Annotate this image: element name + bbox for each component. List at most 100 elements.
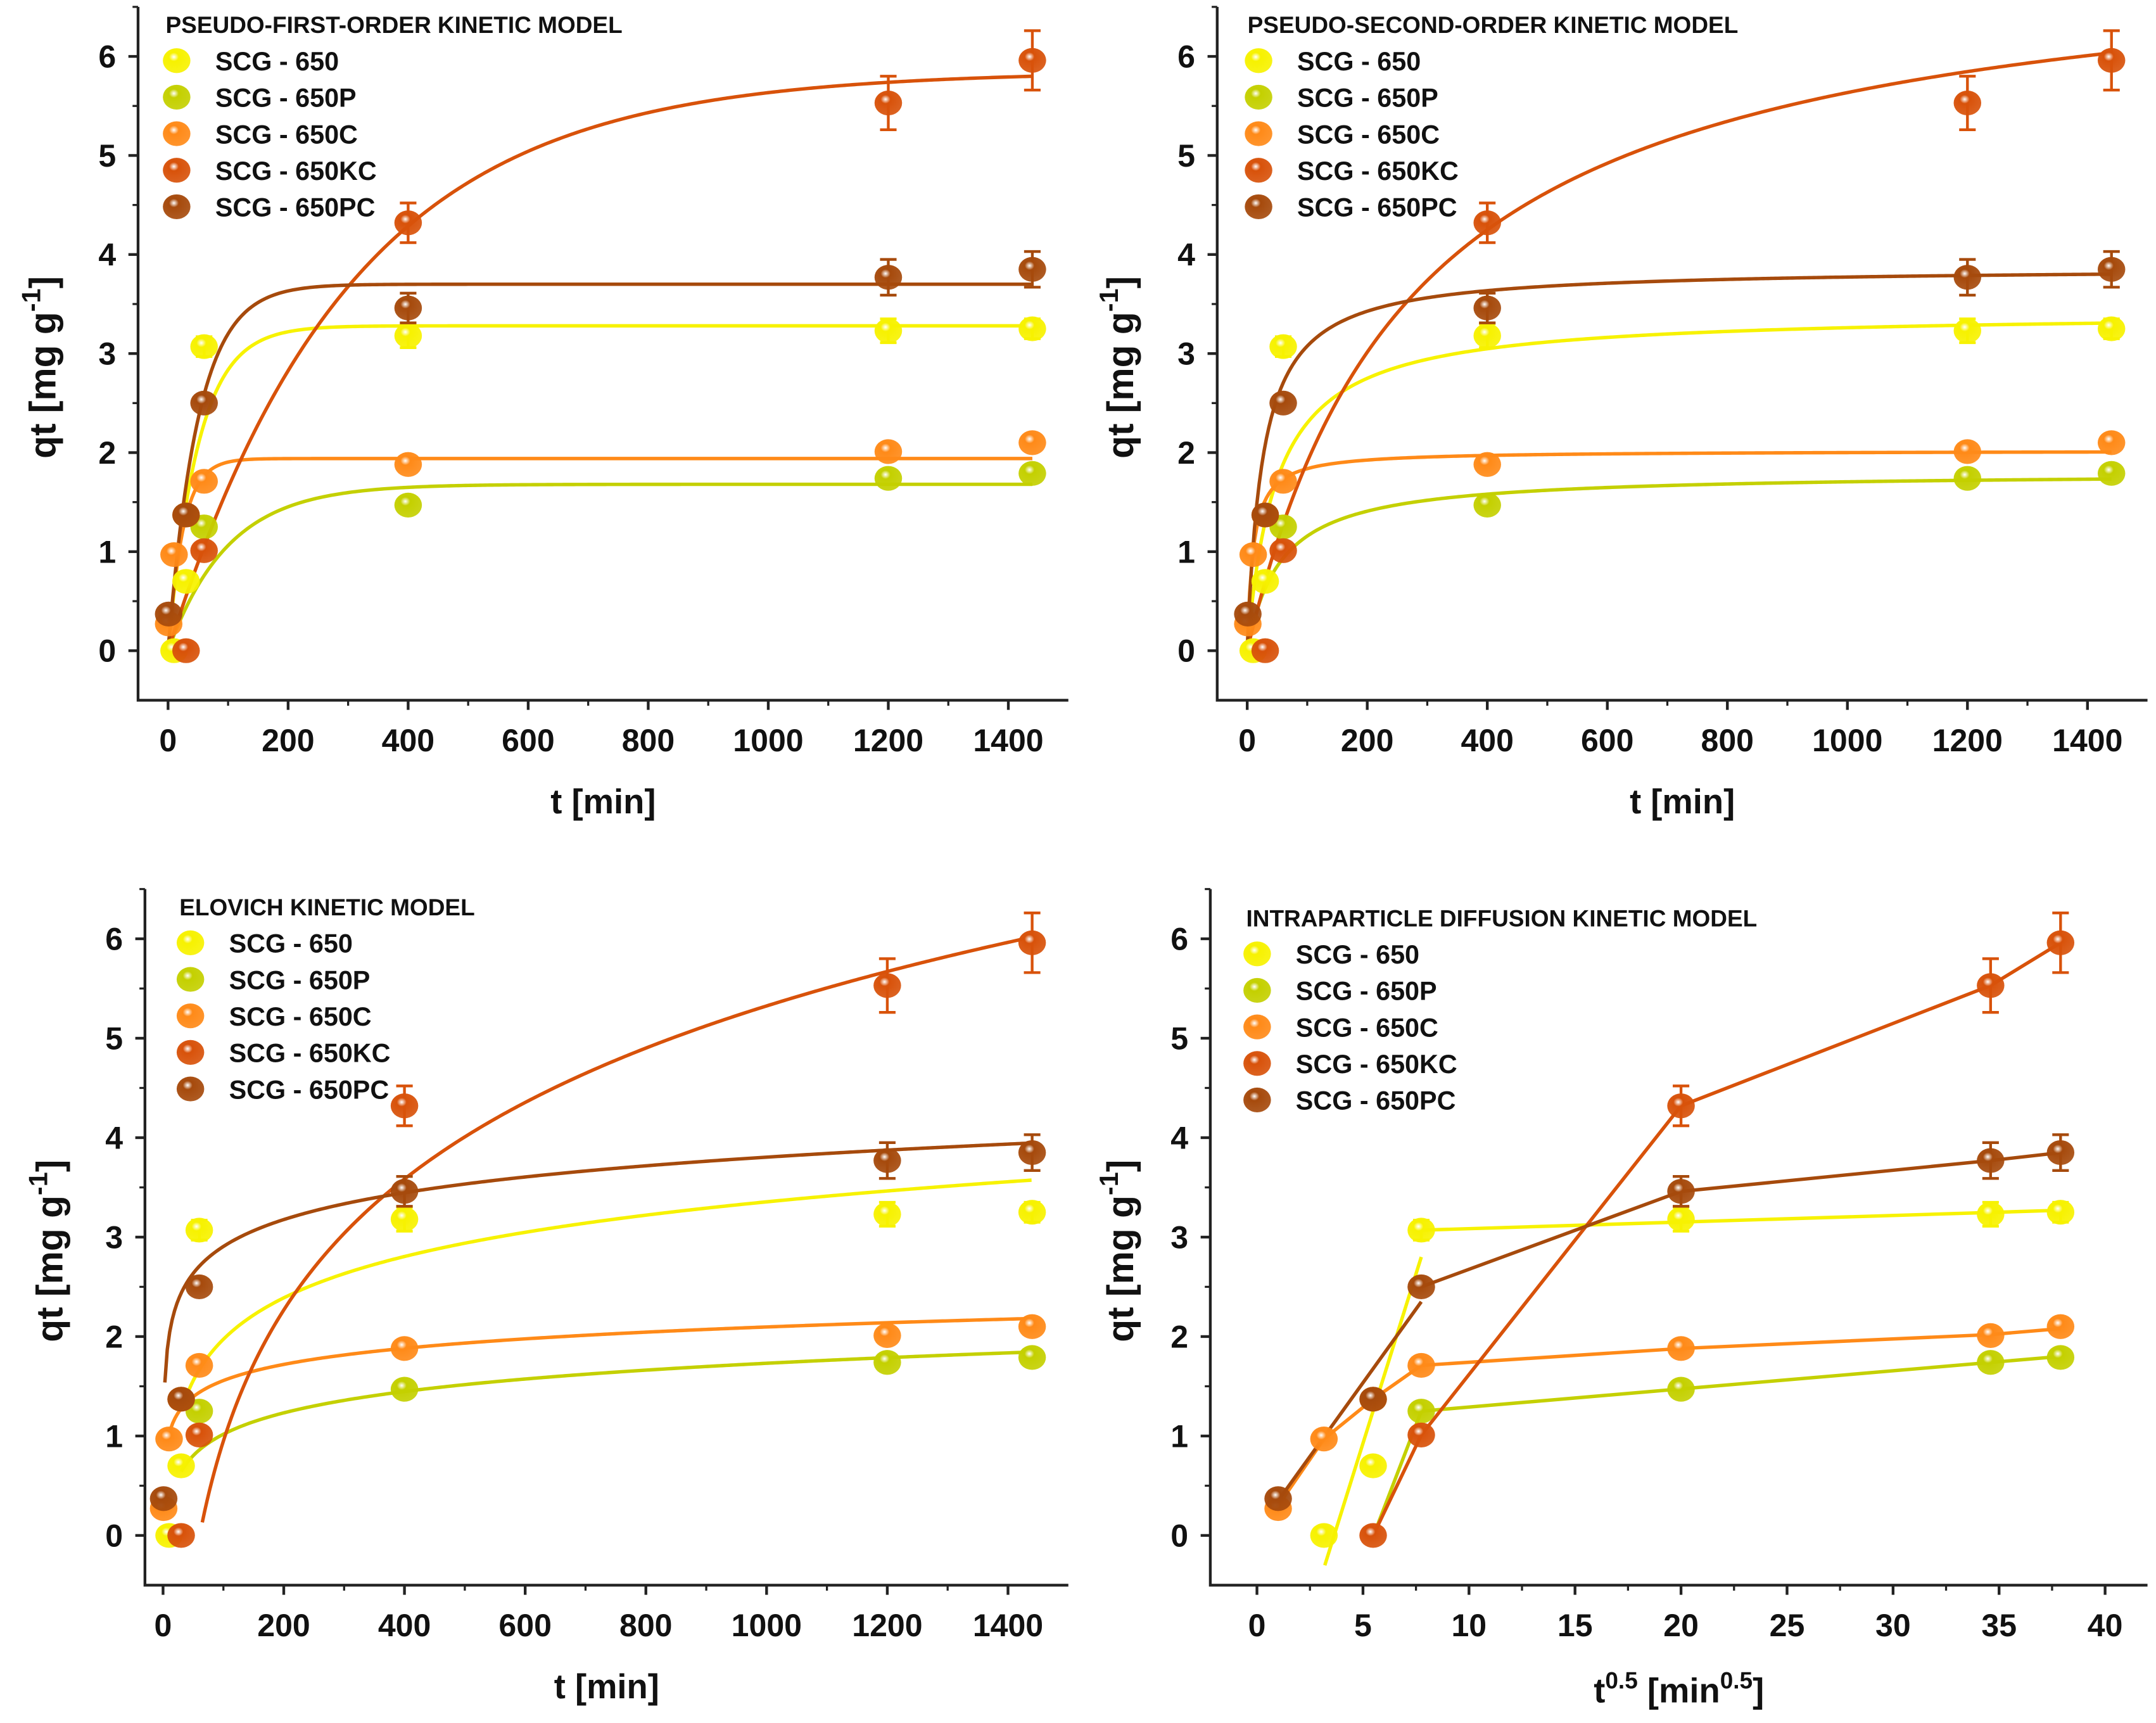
legend-marker — [163, 48, 191, 73]
y-tick-label: 1 — [105, 1418, 123, 1454]
legend-label: SCG - 650C — [1296, 1013, 1438, 1042]
y-label-sup: -1 — [16, 288, 46, 312]
y-label-part: qt [mg g — [29, 1195, 70, 1342]
x-tick-label: 1200 — [853, 723, 923, 758]
y-tick-label: 6 — [105, 921, 123, 957]
chart-title: INTRAPARTICLE DIFFUSION KINETIC MODEL — [1246, 905, 1757, 931]
x-tick-label: 1400 — [973, 723, 1043, 758]
y-tick-label: 5 — [1177, 138, 1195, 174]
data-point-4 — [2046, 1140, 2075, 1166]
axis-lines — [143, 889, 1068, 1587]
legend-label: SCG - 650PC — [229, 1075, 390, 1104]
y-tick-label: 0 — [1177, 633, 1195, 669]
data-point-0 — [1359, 1453, 1387, 1478]
y-label-part: ] — [1100, 276, 1141, 289]
x-tick-label: 200 — [257, 1608, 310, 1643]
fit-line-4 — [1421, 1150, 2061, 1289]
x-tick-label: 1000 — [732, 1608, 802, 1643]
legend-marker — [1243, 1014, 1271, 1040]
y-tick-label: 3 — [1177, 336, 1195, 372]
data-point-4 — [1953, 265, 1982, 290]
legend-label: SCG - 650KC — [229, 1039, 391, 1068]
fit-line-2 — [1276, 1364, 1423, 1507]
legend-label: SCG - 650PC — [215, 193, 376, 222]
data-point-1 — [1473, 492, 1501, 518]
x-tick-label: 15 — [1557, 1608, 1593, 1643]
legend-label: SCG - 650PC — [1296, 1086, 1456, 1116]
data-point-1 — [2046, 1345, 2075, 1370]
y-axis-label: qt [mg g-1] — [23, 1160, 70, 1342]
chart-title: PSEUDO-FIRST-ORDER KINETIC MODEL — [165, 12, 622, 38]
data-point-2 — [1269, 469, 1297, 494]
data-point-3 — [1953, 90, 1982, 116]
data-point-2 — [1018, 430, 1046, 455]
fit-line-3 — [1680, 941, 2062, 1108]
data-point-2 — [1310, 1427, 1338, 1452]
legend-label: SCG - 650KC — [215, 156, 377, 186]
fit-curve-3 — [1245, 51, 2112, 651]
y-tick-label: 3 — [1170, 1219, 1188, 1255]
data-point-4 — [155, 601, 183, 626]
fit-curve-0 — [166, 324, 1032, 651]
x-tick-label: 35 — [1981, 1608, 2017, 1643]
x-tick-label: 400 — [378, 1608, 431, 1643]
y-axis-label: qt [mg g-1] — [1094, 1160, 1141, 1342]
data-point-2 — [1407, 1352, 1435, 1378]
x-tick-label: 25 — [1770, 1608, 1805, 1643]
y-label-part: ] — [22, 276, 63, 289]
data-point-4 — [873, 1148, 901, 1173]
data-point-3 — [1251, 638, 1279, 663]
y-tick-label: 6 — [1170, 921, 1188, 957]
fit-curve-2 — [168, 1316, 1032, 1431]
chart-panel-1: 0 200 400 600 800 1000 1200 1400 0 1 2 3 4 5 6 t [min] q… — [1094, 6, 2148, 821]
data-point-0 — [190, 334, 218, 359]
data-point-0 — [390, 1207, 419, 1232]
data-point-2 — [394, 452, 422, 477]
fit-line-0 — [1421, 1208, 2061, 1232]
data-point-3 — [1977, 973, 2005, 998]
data-point-2 — [155, 1427, 183, 1452]
y-tick-label: 4 — [1177, 237, 1195, 272]
legend-marker — [176, 930, 205, 955]
data-point-2 — [1018, 1314, 1046, 1339]
legend-label: SCG - 650KC — [1296, 1050, 1457, 1079]
data-point-2 — [1977, 1323, 2005, 1348]
x-axis-label: t [min] — [554, 1667, 659, 1706]
legend-marker — [1243, 977, 1271, 1003]
data-point-3 — [2097, 48, 2126, 73]
y-tick-label: 2 — [1170, 1319, 1188, 1354]
y-tick-label: 2 — [1177, 435, 1195, 471]
legend-marker — [176, 1040, 205, 1065]
legend-label: SCG - 650 — [229, 929, 353, 958]
x-tick-label: 1200 — [852, 1608, 922, 1643]
y-label-part: qt [mg g — [22, 312, 63, 459]
data-point-4 — [149, 1486, 178, 1511]
x-tick-label: 400 — [382, 723, 434, 758]
data-point-0 — [2046, 1200, 2075, 1225]
data-point-4 — [1473, 295, 1501, 321]
fit-line-3 — [1371, 1105, 1683, 1537]
legend-marker — [1243, 1051, 1271, 1076]
x-tick-label: 200 — [1341, 723, 1393, 758]
x-tick-label: 400 — [1461, 723, 1513, 758]
data-point-1 — [390, 1376, 419, 1402]
y-tick-label: 6 — [1177, 39, 1195, 74]
legend-marker — [1243, 1087, 1271, 1113]
data-point-3 — [394, 210, 422, 236]
x-tick-label: 10 — [1451, 1608, 1487, 1643]
legend-marker — [163, 121, 191, 146]
x-tick-label: 600 — [498, 1608, 551, 1643]
y-axis-label: qt [mg g-1] — [16, 276, 63, 459]
legend-label: SCG - 650KC — [1297, 156, 1459, 186]
data-point-2 — [873, 1323, 901, 1348]
data-point-2 — [2097, 430, 2126, 455]
data-point-2 — [874, 439, 903, 464]
fit-curve-4 — [1245, 272, 2112, 651]
data-point-2 — [1239, 542, 1267, 568]
axis-lines — [136, 6, 1068, 702]
legend-label: SCG - 650P — [1297, 84, 1438, 113]
data-point-3 — [1018, 48, 1046, 73]
data-point-3 — [2046, 930, 2075, 955]
y-tick-label: 4 — [1170, 1120, 1188, 1155]
